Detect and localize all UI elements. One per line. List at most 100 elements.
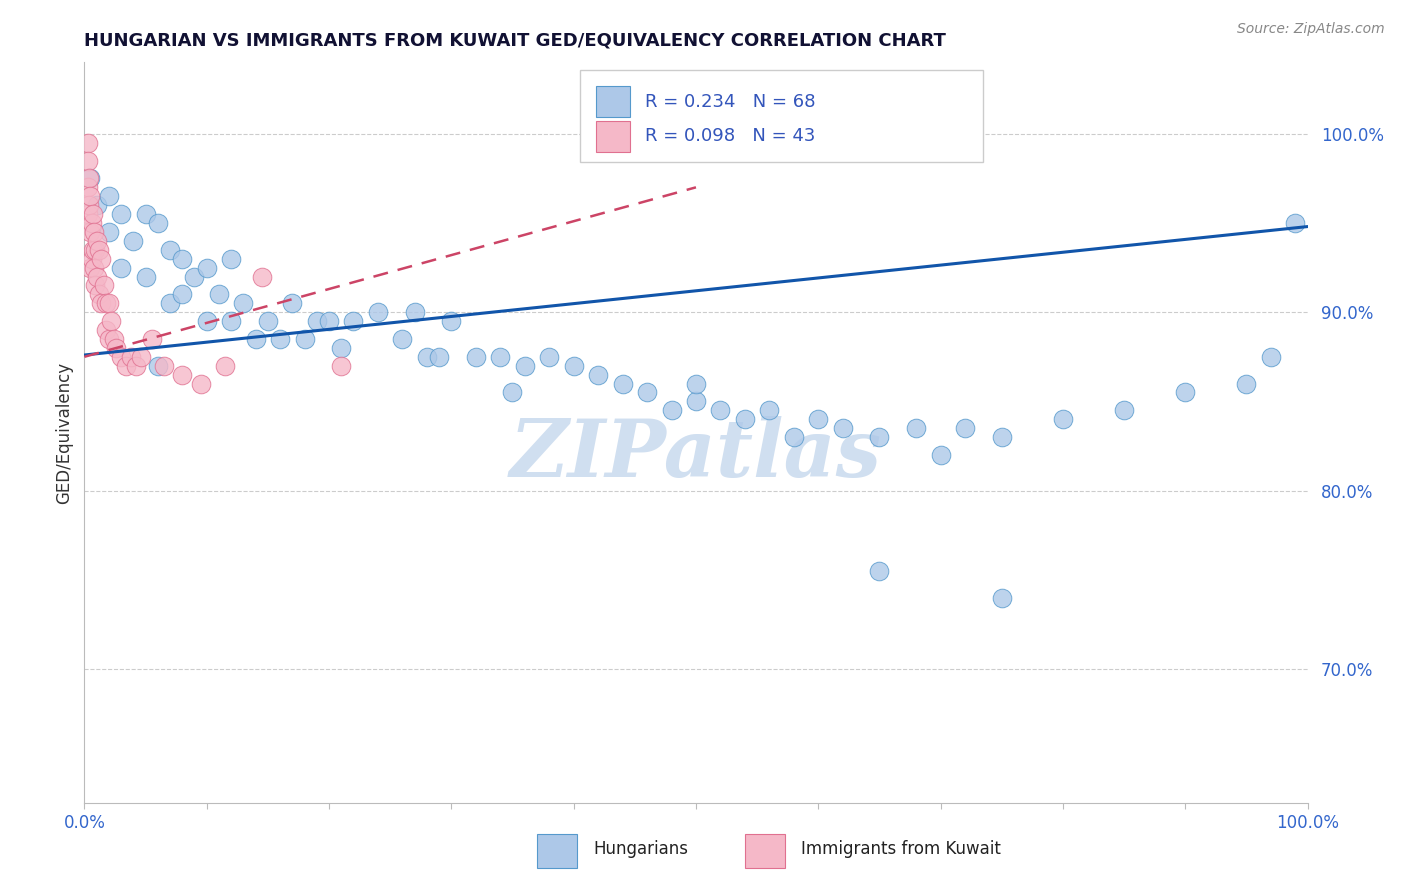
Point bbox=[80, 252, 103, 266]
Point bbox=[513, 359, 536, 373]
Point bbox=[97, 332, 120, 346]
Point bbox=[79, 260, 101, 275]
Point bbox=[831, 421, 853, 435]
Point bbox=[612, 376, 634, 391]
Point bbox=[1052, 412, 1074, 426]
Point bbox=[146, 216, 169, 230]
Point bbox=[562, 359, 585, 373]
Point bbox=[905, 421, 928, 435]
Text: Immigrants from Kuwait: Immigrants from Kuwait bbox=[801, 840, 1001, 858]
Point bbox=[86, 234, 108, 248]
Bar bbox=[596, 121, 630, 152]
Point bbox=[77, 171, 100, 186]
Point bbox=[281, 296, 304, 310]
Point bbox=[172, 368, 194, 382]
Point bbox=[807, 412, 830, 426]
Point bbox=[464, 350, 486, 364]
Point bbox=[153, 359, 176, 373]
Text: Source: ZipAtlas.com: Source: ZipAtlas.com bbox=[1237, 22, 1385, 37]
Point bbox=[96, 296, 118, 310]
Point bbox=[190, 376, 212, 391]
Point bbox=[120, 350, 142, 364]
Point bbox=[87, 243, 110, 257]
Point bbox=[1260, 350, 1282, 364]
Point bbox=[115, 359, 138, 373]
Point bbox=[502, 385, 524, 400]
Point bbox=[869, 564, 891, 578]
Point bbox=[84, 243, 107, 257]
Point bbox=[404, 305, 426, 319]
Point bbox=[427, 350, 450, 364]
Text: ZIPatlas: ZIPatlas bbox=[510, 416, 882, 493]
Point bbox=[77, 136, 100, 150]
Point bbox=[1114, 403, 1136, 417]
Point bbox=[661, 403, 683, 417]
Point bbox=[79, 171, 101, 186]
Point bbox=[87, 287, 110, 301]
Point bbox=[709, 403, 731, 417]
Point bbox=[103, 332, 125, 346]
Text: HUNGARIAN VS IMMIGRANTS FROM KUWAIT GED/EQUIVALENCY CORRELATION CHART: HUNGARIAN VS IMMIGRANTS FROM KUWAIT GED/… bbox=[84, 32, 946, 50]
Point bbox=[97, 189, 120, 203]
Point bbox=[953, 421, 976, 435]
Point bbox=[245, 332, 267, 346]
Point bbox=[129, 350, 152, 364]
Point bbox=[636, 385, 658, 400]
Point bbox=[991, 591, 1014, 605]
Point bbox=[82, 207, 104, 221]
Point bbox=[110, 207, 132, 221]
Y-axis label: GED/Equivalency: GED/Equivalency bbox=[55, 361, 73, 504]
Point bbox=[86, 198, 108, 212]
Point bbox=[97, 225, 120, 239]
Point bbox=[367, 305, 389, 319]
Point bbox=[97, 296, 120, 310]
Point bbox=[83, 225, 105, 239]
Point bbox=[1284, 216, 1306, 230]
Point bbox=[159, 243, 181, 257]
Point bbox=[1174, 385, 1197, 400]
Point bbox=[159, 296, 181, 310]
Point bbox=[219, 252, 242, 266]
Point bbox=[100, 314, 122, 328]
Point bbox=[758, 403, 780, 417]
Point bbox=[90, 252, 112, 266]
Point bbox=[685, 376, 707, 391]
Point bbox=[208, 287, 231, 301]
Point bbox=[146, 359, 169, 373]
Point bbox=[195, 314, 218, 328]
Point bbox=[586, 368, 609, 382]
Point bbox=[84, 278, 107, 293]
Point bbox=[135, 269, 157, 284]
Point bbox=[685, 394, 707, 409]
Point bbox=[991, 430, 1014, 444]
Point bbox=[105, 341, 128, 355]
Bar bbox=[745, 834, 786, 868]
Point bbox=[391, 332, 413, 346]
Point bbox=[219, 314, 242, 328]
Point bbox=[257, 314, 280, 328]
Point bbox=[294, 332, 316, 346]
Point bbox=[172, 287, 194, 301]
Point bbox=[77, 198, 100, 212]
Point bbox=[96, 323, 118, 337]
Point bbox=[183, 269, 205, 284]
Point bbox=[79, 189, 101, 203]
Point bbox=[250, 269, 273, 284]
Point bbox=[90, 296, 112, 310]
Point bbox=[141, 332, 163, 346]
Point bbox=[538, 350, 561, 364]
Point bbox=[929, 448, 952, 462]
Bar bbox=[596, 87, 630, 117]
Point bbox=[86, 269, 108, 284]
Point bbox=[195, 260, 218, 275]
Point bbox=[783, 430, 806, 444]
Point bbox=[269, 332, 291, 346]
Point bbox=[318, 314, 340, 328]
Text: Hungarians: Hungarians bbox=[593, 840, 688, 858]
Point bbox=[214, 359, 236, 373]
Point bbox=[734, 412, 756, 426]
Point bbox=[77, 207, 100, 221]
FancyBboxPatch shape bbox=[579, 70, 983, 162]
Point bbox=[232, 296, 254, 310]
Point bbox=[110, 260, 132, 275]
